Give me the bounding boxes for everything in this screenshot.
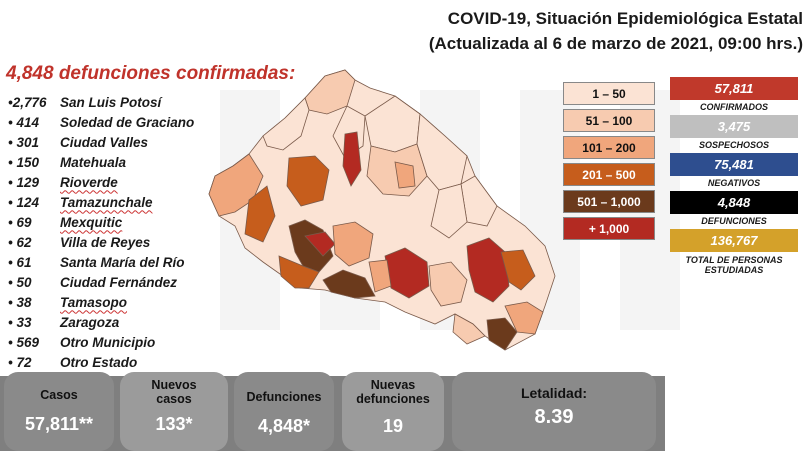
deaths-value: 4,848* <box>257 416 311 436</box>
municipality-name: San Luis Potosí <box>60 94 162 110</box>
death-count: • 50 <box>8 274 32 290</box>
legend-item: 1 – 50 <box>563 82 655 105</box>
deaths-heading: 4,848 defunciones confirmadas: <box>6 63 296 84</box>
new-deaths-value: 19 <box>382 416 404 436</box>
state-choropleth-map <box>208 69 556 351</box>
death-count: • 62 <box>8 234 32 250</box>
page-subtitle: (Actualizada al 6 de marzo de 2021, 09:0… <box>428 34 803 53</box>
list-item: • 38 Tamasopo <box>4 292 254 312</box>
map-region <box>384 247 430 299</box>
new-deaths-label: Nuevas defunciones <box>356 378 430 406</box>
stat-label-negative: NEGATIVOS <box>707 178 761 188</box>
map-region <box>244 185 276 243</box>
death-count: • 414 <box>8 114 40 130</box>
map-region <box>452 313 486 345</box>
stat-value-suspected: 3,475 <box>670 115 798 138</box>
municipality-name: Soledad de Graciano <box>60 114 195 130</box>
municipality-name: Tamasopo <box>60 294 128 310</box>
map-region <box>342 131 362 187</box>
municipality-name: Mexquitic <box>60 214 123 230</box>
map-legend: 1 – 50 51 – 100 101 – 200 201 – 500 501 … <box>563 82 655 244</box>
list-item: • 50 Ciudad Fernández <box>4 272 254 292</box>
municipality-name: Otro Estado <box>60 354 138 370</box>
death-count: • 38 <box>8 294 32 310</box>
stat-value-negative: 75,481 <box>670 153 798 176</box>
map-region <box>394 161 416 189</box>
map-region <box>332 221 374 267</box>
summary-card-new-cases: Nuevos casos 133* <box>120 372 228 451</box>
death-count: • 150 <box>8 154 40 170</box>
stat-label-deaths: DEFUNCIONES <box>701 216 767 226</box>
stat-label-total-studied: TOTAL DE PERSONAS ESTUDIADAS <box>685 255 783 275</box>
list-item: • 569 Otro Municipio <box>4 332 254 352</box>
map-region <box>486 317 518 351</box>
municipality-name: Tamazunchale <box>60 194 153 210</box>
death-count: • 129 <box>8 174 40 190</box>
list-item: • 129 Rioverde <box>4 172 254 192</box>
list-item: • 61 Santa María del Río <box>4 252 254 272</box>
list-item: • 414 Soledad de Graciano <box>4 112 254 132</box>
lethality-label: Letalidad: <box>520 385 588 401</box>
map-region <box>262 97 310 151</box>
municipality-name: Zaragoza <box>60 314 120 330</box>
stat-label-suspected: SOSPECHOSOS <box>698 140 770 150</box>
stat-value-confirmed: 57,811 <box>670 77 798 100</box>
list-item: • 301 Ciudad Valles <box>4 132 254 152</box>
legend-item: 201 – 500 <box>563 163 655 186</box>
map-region <box>504 301 544 335</box>
municipality-name: Ciudad Fernández <box>60 274 178 290</box>
page-title: COVID-19, Situación Epidemiológica Estat… <box>447 9 803 28</box>
summary-card-new-deaths: Nuevas defunciones 19 <box>342 372 444 451</box>
municipality-name: Villa de Reyes <box>60 234 151 250</box>
list-item: • 124 Tamazunchale <box>4 192 254 212</box>
list-item: • 62 Villa de Reyes <box>4 232 254 252</box>
death-count: • 124 <box>8 194 40 210</box>
lethality-value: 8.39 <box>534 406 574 428</box>
map-region <box>428 261 468 307</box>
stat-value-total-studied: 136,767 <box>670 229 798 252</box>
list-item: • 69 Mexquitic <box>4 212 254 232</box>
map-region <box>466 237 510 303</box>
death-count: • 61 <box>8 254 32 270</box>
map-region <box>322 269 376 299</box>
municipality-name: Ciudad Valles <box>60 134 149 150</box>
map-region <box>304 69 356 115</box>
map-region <box>368 259 392 293</box>
map-region <box>286 155 330 207</box>
cases-label: Casos <box>40 388 78 402</box>
deaths-label: Defunciones <box>246 390 322 404</box>
list-item: • 150 Matehuala <box>4 152 254 172</box>
legend-item: + 1,000 <box>563 217 655 240</box>
summary-card-cases: Casos 57,811** <box>4 372 114 451</box>
death-count: • 72 <box>8 354 32 370</box>
map-region <box>278 255 320 289</box>
list-item: • 72 Otro Estado <box>4 352 254 372</box>
municipality-name: Otro Municipio <box>60 334 156 350</box>
legend-item: 501 – 1,000 <box>563 190 655 213</box>
death-count: • 301 <box>8 134 40 150</box>
stat-value-deaths: 4,848 <box>670 191 798 214</box>
list-item: •2,776 San Luis Potosí <box>4 92 254 112</box>
death-count: • 69 <box>8 214 32 230</box>
map-region <box>500 249 536 291</box>
cases-value: 57,811** <box>24 414 94 434</box>
municipality-name: Rioverde <box>60 174 118 190</box>
legend-item: 51 – 100 <box>563 109 655 132</box>
map-region <box>430 183 468 239</box>
death-count: •2,776 <box>8 94 47 110</box>
summary-card-lethality: Letalidad: 8.39 <box>452 372 656 451</box>
list-item: • 33 Zaragoza <box>4 312 254 332</box>
stat-label-confirmed: CONFIRMADOS <box>700 102 768 112</box>
municipality-name: Matehuala <box>60 154 127 170</box>
summary-card-deaths: Defunciones 4,848* <box>234 372 334 451</box>
death-count: • 569 <box>8 334 40 350</box>
new-cases-value: 133* <box>155 414 193 434</box>
municipality-name: Santa María del Río <box>60 254 185 270</box>
legend-item: 101 – 200 <box>563 136 655 159</box>
municipality-deaths-list: •2,776 San Luis Potosí • 414 Soledad de Gr… <box>4 92 254 372</box>
death-count: • 33 <box>8 314 32 330</box>
new-cases-label: Nuevos casos <box>151 378 197 406</box>
stats-panel: 57,811 CONFIRMADOS 3,475 SOSPECHOSOS 75,… <box>670 77 798 278</box>
